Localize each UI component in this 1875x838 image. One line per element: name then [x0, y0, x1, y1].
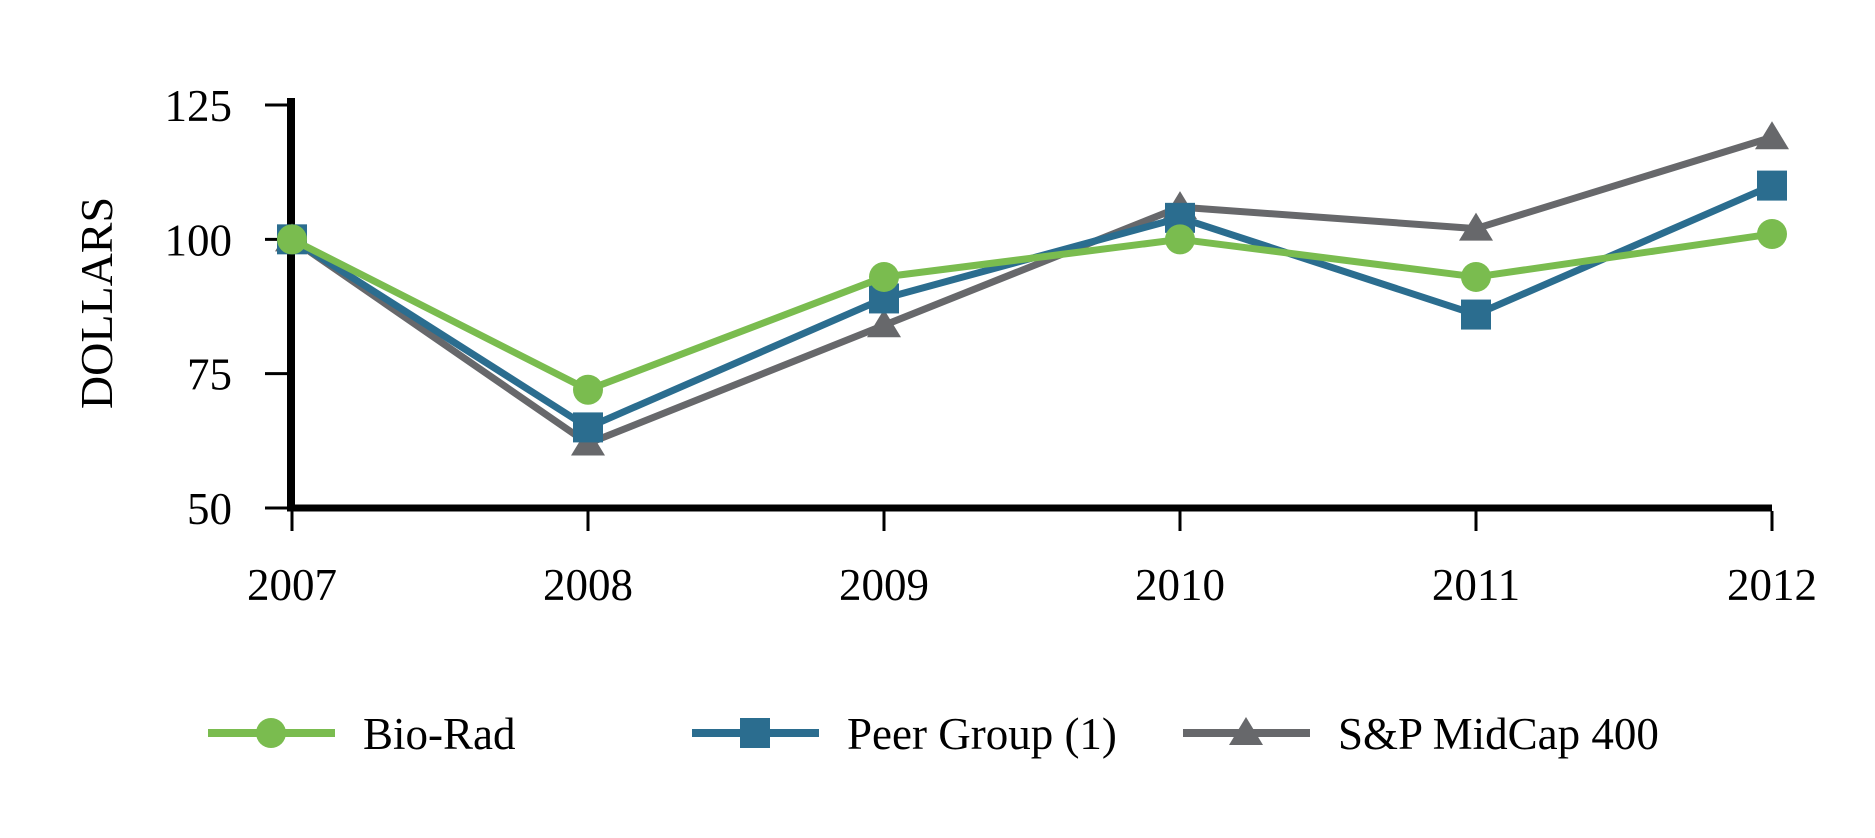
legend-swatch-marker-s-p-midcap-400: [1229, 717, 1263, 745]
marker-bio-rad-2007: [277, 224, 307, 255]
y-tick-label: 125: [165, 81, 233, 131]
x-tick-label-2009: 2009: [839, 560, 929, 610]
legend-swatch-marker-peer-group-1: [740, 718, 770, 748]
marker-s-p-midcap-400-2009: [867, 309, 901, 338]
series-line-s-p-midcap-400: [290, 133, 1774, 448]
legend-swatch-marker-bio-rad: [256, 718, 286, 748]
x-tick-label-2008: 2008: [543, 560, 633, 610]
y-tick-label: 75: [187, 350, 232, 400]
y-axis-title: DOLLARS: [71, 197, 122, 409]
y-tick-label: 100: [165, 215, 233, 265]
legend-label-bio-rad: Bio-Rad: [363, 709, 516, 759]
marker-bio-rad-2012: [1757, 218, 1787, 249]
series-line-bio-rad: [290, 230, 1773, 394]
marker-peer-group-1-2008: [573, 412, 603, 443]
marker-peer-group-1-2012: [1757, 170, 1787, 201]
legend-label-s-p-midcap-400: S&P MidCap 400: [1338, 709, 1659, 759]
marker-bio-rad-2008: [573, 374, 603, 405]
x-tick-label-2007: 2007: [247, 560, 337, 610]
marker-s-p-midcap-400-2011: [1459, 212, 1493, 241]
marker-bio-rad-2011: [1461, 261, 1491, 292]
y-tick-label: 50: [187, 484, 232, 534]
legend-label-peer-group-1: Peer Group (1): [847, 709, 1117, 759]
marker-s-p-midcap-400-2012: [1755, 121, 1789, 150]
marker-peer-group-1-2011: [1461, 299, 1491, 330]
x-tick-label-2012: 2012: [1727, 560, 1817, 610]
marker-bio-rad-2010: [1165, 224, 1195, 255]
x-tick-label-2011: 2011: [1432, 560, 1520, 610]
marker-bio-rad-2009: [869, 261, 899, 292]
x-tick-label-2010: 2010: [1135, 560, 1225, 610]
